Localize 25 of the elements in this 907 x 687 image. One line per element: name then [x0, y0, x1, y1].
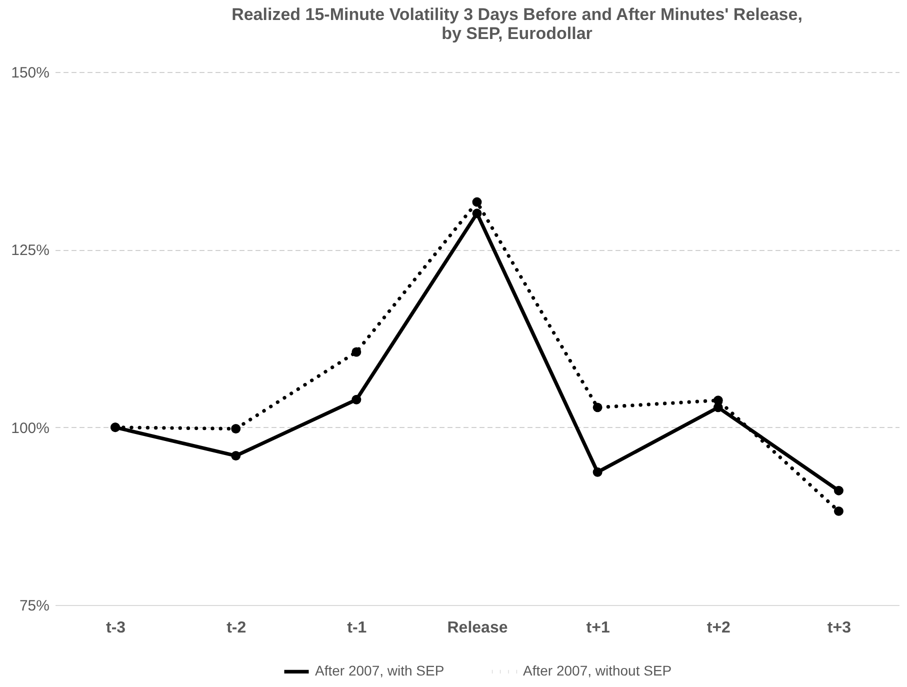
chart-title: Realized 15-Minute Volatility 3 Days Before and After Minutes' Release, by SEP, Eurodollar	[232, 5, 802, 43]
point	[592, 402, 602, 412]
y-tick-label: 125%	[11, 242, 50, 260]
point	[834, 486, 844, 496]
point	[592, 467, 602, 477]
point	[472, 197, 482, 207]
point	[713, 396, 723, 406]
point	[231, 424, 241, 434]
x-tick-label: t+3	[827, 620, 852, 636]
x-tick-label: t-1	[347, 620, 367, 636]
y-tick-label: 100%	[11, 420, 50, 437]
x-tick-label: t-3	[106, 620, 126, 636]
point	[472, 208, 482, 218]
x-tick-label: t+2	[706, 620, 731, 636]
x-tick-label: Release	[447, 620, 508, 636]
legend-label: After 2007, with SEP	[315, 662, 444, 679]
point	[834, 506, 844, 516]
x-tick-label: t+1	[586, 620, 610, 636]
x-tick-label: t-2	[226, 620, 246, 636]
legend-label: After 2007, without SEP	[523, 662, 672, 679]
point	[352, 347, 362, 357]
y-tick-label: 150%	[11, 64, 50, 82]
point	[231, 451, 241, 460]
y-tick-label: 75%	[19, 598, 50, 614]
point	[352, 394, 362, 404]
